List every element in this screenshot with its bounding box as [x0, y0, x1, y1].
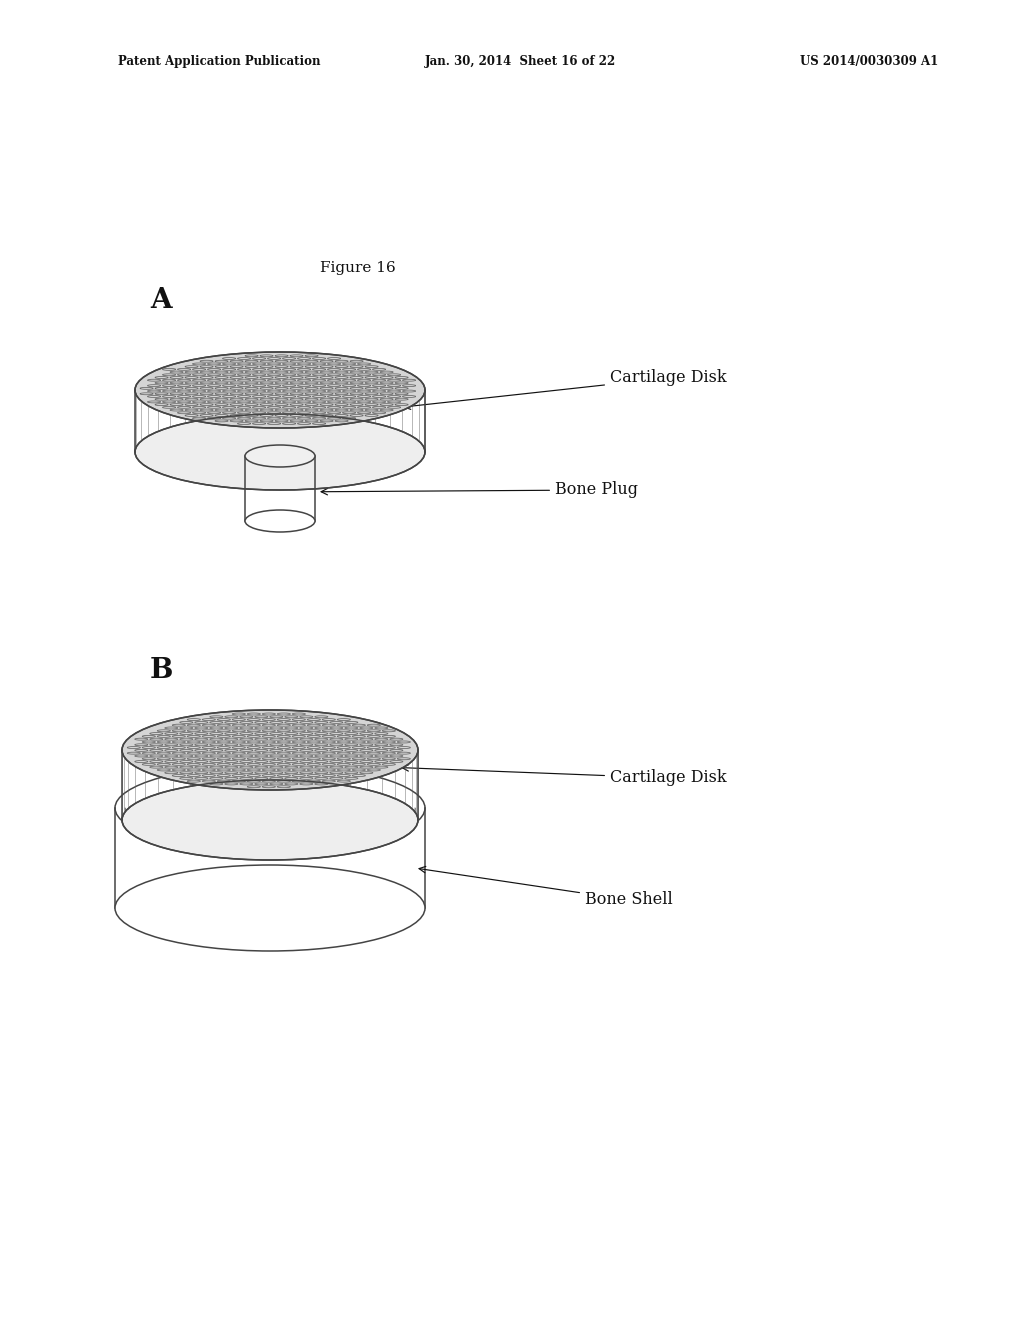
Text: Jan. 30, 2014  Sheet 16 of 22: Jan. 30, 2014 Sheet 16 of 22	[425, 55, 616, 69]
Text: Cartilage Disk: Cartilage Disk	[404, 370, 727, 409]
Text: Bone Plug: Bone Plug	[322, 482, 638, 499]
Text: Bone Shell: Bone Shell	[419, 866, 673, 908]
Text: Cartilage Disk: Cartilage Disk	[402, 764, 727, 787]
Ellipse shape	[135, 352, 425, 428]
Polygon shape	[245, 455, 315, 521]
Polygon shape	[115, 808, 425, 908]
Text: A: A	[150, 286, 172, 314]
Polygon shape	[122, 750, 418, 820]
Text: Patent Application Publication: Patent Application Publication	[118, 55, 321, 69]
Ellipse shape	[115, 865, 425, 950]
Ellipse shape	[245, 445, 315, 467]
Ellipse shape	[122, 780, 418, 861]
Polygon shape	[135, 389, 425, 451]
Text: B: B	[150, 656, 173, 684]
Ellipse shape	[122, 710, 418, 789]
Text: US 2014/0030309 A1: US 2014/0030309 A1	[800, 55, 938, 69]
Ellipse shape	[245, 510, 315, 532]
Ellipse shape	[135, 414, 425, 490]
Text: Figure 16: Figure 16	[321, 261, 396, 275]
